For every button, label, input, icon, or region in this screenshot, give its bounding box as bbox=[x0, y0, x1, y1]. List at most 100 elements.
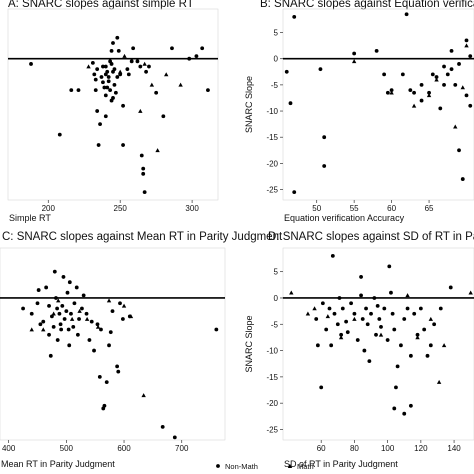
data-point-non-math bbox=[61, 275, 66, 279]
data-point-non-math bbox=[55, 338, 60, 342]
data-point-non-math bbox=[352, 311, 357, 316]
data-point-non-math bbox=[116, 48, 121, 53]
data-point-non-math bbox=[214, 327, 219, 332]
data-point-non-math bbox=[131, 46, 136, 51]
data-point-non-math bbox=[21, 306, 25, 311]
x-tick-label: 250 bbox=[114, 204, 128, 213]
data-point-non-math bbox=[109, 62, 114, 66]
data-point-non-math bbox=[29, 62, 33, 66]
data-point-math bbox=[106, 298, 112, 303]
data-point-non-math bbox=[329, 343, 334, 348]
data-point-non-math bbox=[51, 325, 56, 329]
data-point-math bbox=[468, 290, 473, 295]
data-point-non-math bbox=[395, 364, 400, 369]
data-point-non-math bbox=[67, 343, 72, 348]
data-point-math bbox=[86, 64, 91, 69]
data-point-non-math bbox=[360, 317, 365, 321]
data-point-math bbox=[117, 69, 123, 74]
data-point-non-math bbox=[59, 327, 64, 332]
data-point-non-math bbox=[108, 330, 113, 335]
data-point-non-math bbox=[390, 311, 395, 316]
data-point-math bbox=[405, 293, 410, 298]
data-point-math bbox=[378, 332, 384, 337]
data-point-non-math bbox=[142, 190, 147, 195]
data-point-non-math bbox=[80, 306, 84, 311]
data-point-math bbox=[95, 324, 101, 329]
data-point-non-math bbox=[428, 343, 433, 348]
data-point-non-math bbox=[36, 288, 41, 292]
data-point-non-math bbox=[69, 88, 74, 93]
data-point-non-math bbox=[67, 280, 72, 285]
x-tick-label: 600 bbox=[117, 444, 131, 453]
data-point-math bbox=[460, 85, 465, 90]
data-point-non-math bbox=[115, 75, 120, 79]
data-point-non-math bbox=[72, 301, 77, 306]
data-point-non-math bbox=[419, 98, 424, 103]
data-point-non-math bbox=[47, 303, 51, 308]
data-point-non-math bbox=[64, 309, 69, 314]
data-point-non-math bbox=[318, 67, 323, 72]
data-point-non-math bbox=[339, 332, 344, 337]
x-tick-label: 500 bbox=[60, 444, 74, 453]
data-point-non-math bbox=[126, 72, 131, 77]
data-point-non-math bbox=[335, 322, 340, 327]
data-point-non-math bbox=[449, 48, 454, 53]
data-point-non-math bbox=[322, 135, 327, 140]
data-point-math bbox=[178, 82, 183, 87]
data-point-non-math bbox=[405, 306, 410, 311]
data-point-non-math bbox=[60, 303, 65, 308]
data-point-non-math bbox=[400, 72, 405, 77]
data-point-non-math bbox=[394, 385, 398, 390]
data-point-non-math bbox=[438, 306, 443, 311]
data-point-non-math bbox=[89, 319, 94, 324]
data-point-non-math bbox=[138, 64, 143, 69]
data-point-math bbox=[56, 298, 61, 303]
data-point-non-math bbox=[108, 88, 113, 93]
x-tick-label: 80 bbox=[350, 444, 359, 453]
data-point-non-math bbox=[374, 48, 379, 53]
data-point-math bbox=[122, 53, 127, 58]
data-point-non-math bbox=[284, 69, 289, 74]
panel-title: D: SNARC slopes against SD of RT in Pari… bbox=[268, 231, 474, 243]
data-point-non-math bbox=[44, 285, 49, 290]
y-tick-label: -15 bbox=[266, 373, 278, 382]
data-point-non-math bbox=[115, 364, 120, 369]
data-point-non-math bbox=[404, 12, 409, 17]
data-point-non-math bbox=[402, 411, 407, 416]
data-point-non-math bbox=[65, 290, 70, 295]
data-point-non-math bbox=[93, 77, 98, 82]
data-point-non-math bbox=[194, 54, 199, 58]
data-point-non-math bbox=[103, 93, 108, 98]
data-point-non-math bbox=[106, 79, 111, 84]
data-point-non-math bbox=[106, 75, 111, 79]
data-point-non-math bbox=[96, 143, 101, 147]
data-point-non-math bbox=[392, 327, 397, 332]
data-point-non-math bbox=[332, 311, 337, 316]
data-point-non-math bbox=[372, 296, 377, 300]
data-point-non-math bbox=[322, 164, 327, 168]
x-tick-label: 300 bbox=[185, 204, 199, 213]
data-point-non-math bbox=[382, 306, 387, 311]
x-tick-label: 65 bbox=[425, 204, 434, 213]
data-point-non-math bbox=[387, 264, 392, 269]
data-point-non-math bbox=[337, 296, 342, 300]
data-point-non-math bbox=[172, 435, 177, 440]
data-point-non-math bbox=[116, 369, 121, 374]
y-tick-label: 0 bbox=[274, 294, 279, 303]
data-point-math bbox=[434, 77, 439, 82]
data-point-non-math bbox=[97, 374, 102, 379]
data-point-math bbox=[29, 327, 34, 332]
y-tick-label: -5 bbox=[271, 320, 279, 329]
data-point-non-math bbox=[62, 317, 67, 321]
data-point-math bbox=[128, 314, 134, 319]
data-point-non-math bbox=[48, 353, 53, 358]
x-tick-label: 60 bbox=[387, 204, 396, 213]
data-point-math bbox=[441, 343, 447, 348]
data-point-non-math bbox=[408, 353, 413, 358]
data-point-non-math bbox=[84, 311, 89, 316]
x-axis-label: SD of RT in Parity Judgment bbox=[284, 459, 398, 469]
y-tick-label: -20 bbox=[266, 399, 278, 408]
data-point-non-math bbox=[330, 253, 335, 258]
y-axis-label: SNARC Slope bbox=[244, 76, 254, 133]
